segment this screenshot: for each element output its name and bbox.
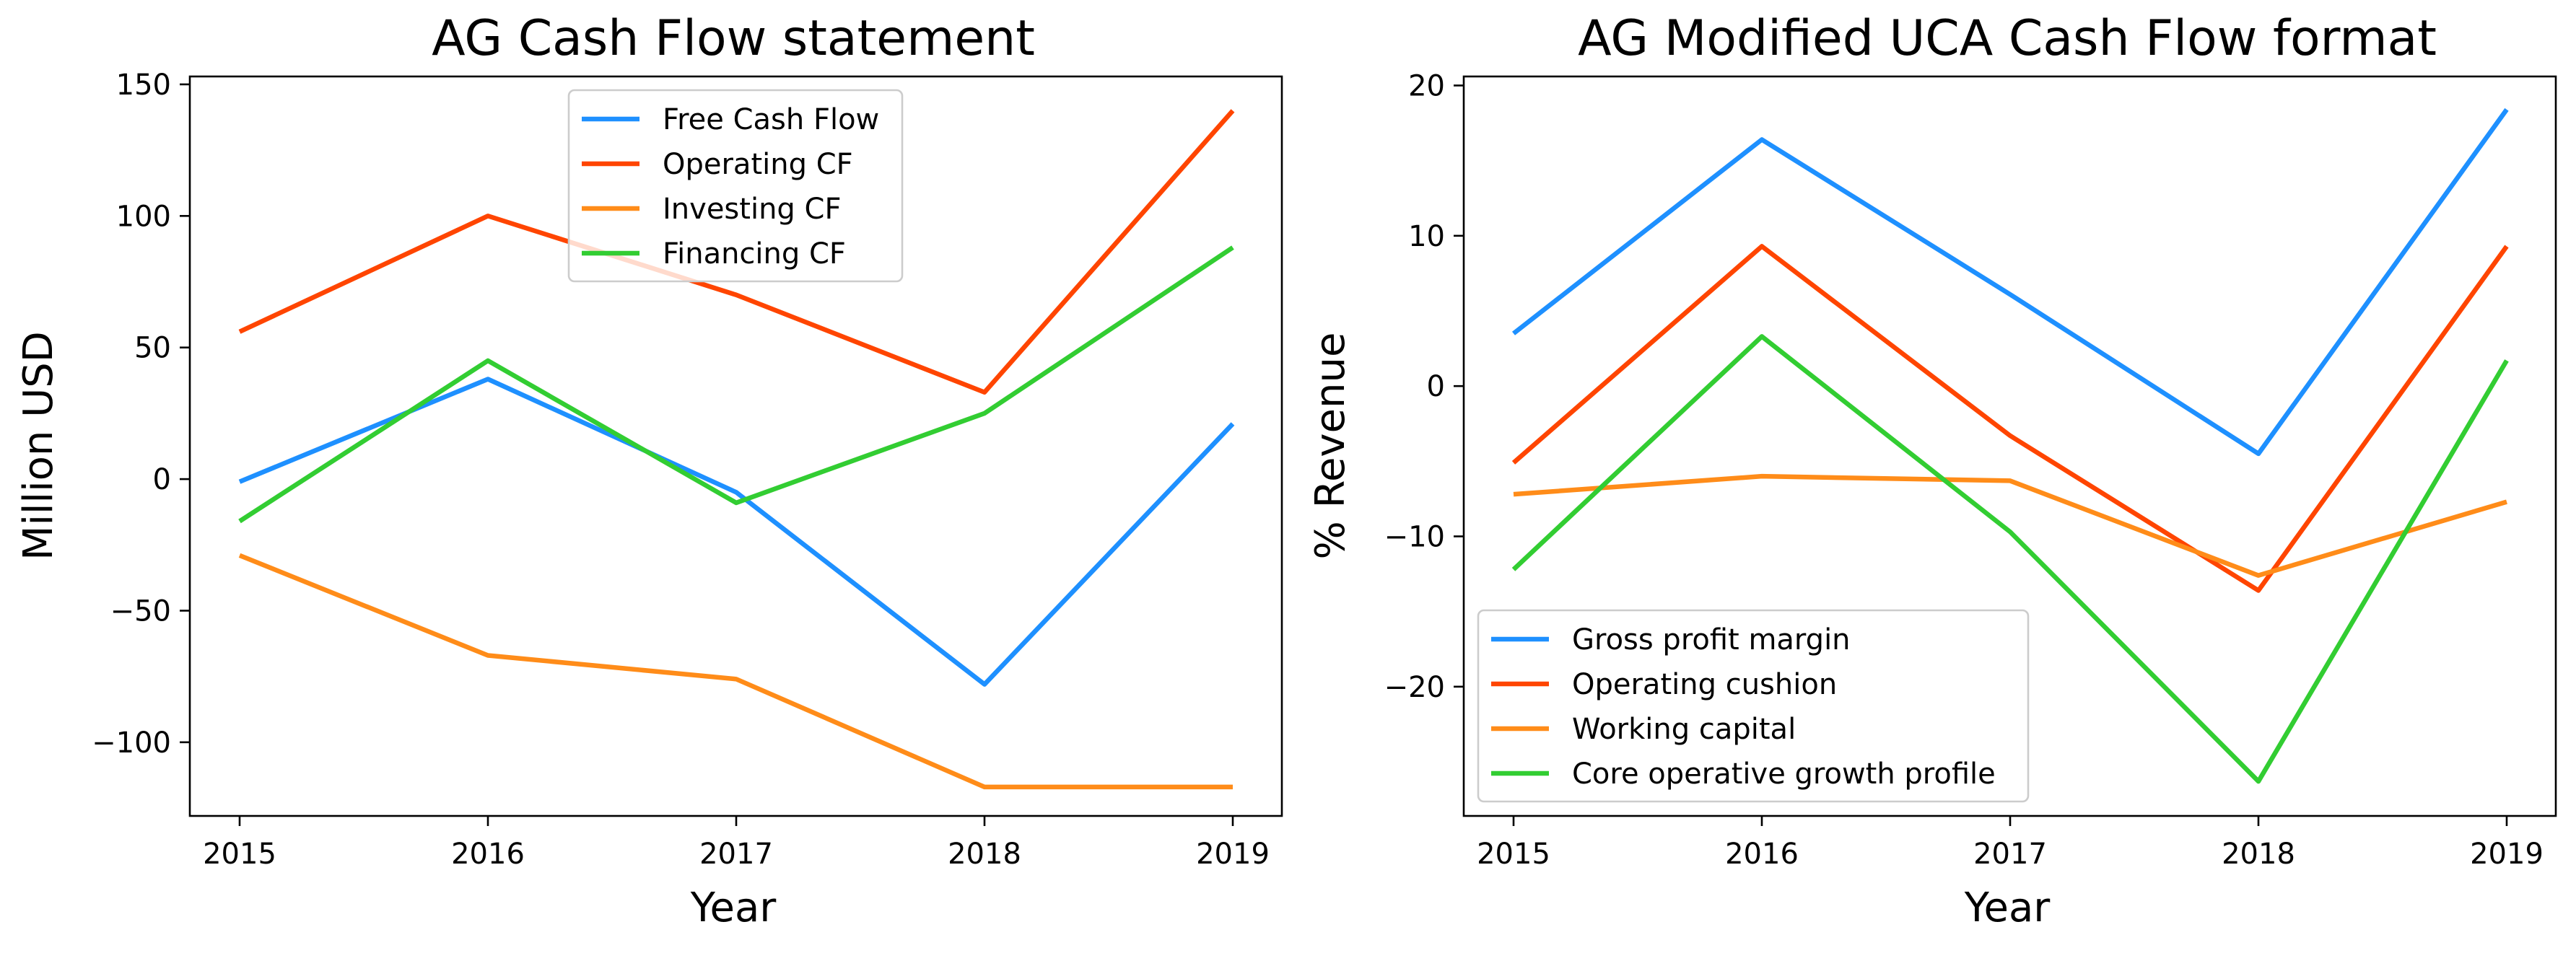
legend-label: Financing CF — [663, 237, 846, 271]
chart-title: AG Cash Flow statement — [432, 10, 1035, 67]
y-tick-label: −10 — [1384, 521, 1445, 554]
x-tick-label: 2016 — [1725, 838, 1799, 871]
y-tick-label: 100 — [116, 200, 171, 233]
legend-label: Operating CF — [663, 148, 853, 181]
uca-cash-flow-chart: AG Modified UCA Cash Flow format −20 −10 0… — [1307, 10, 2557, 931]
x-tick-label: 2019 — [1196, 838, 1270, 871]
series-line-investing-cf — [238, 553, 1233, 790]
legend-box — [1477, 609, 2030, 803]
legend: Gross profit margin Operating cushion Work… — [1477, 609, 2030, 803]
legend: Free Cash Flow Operating CF Investing CF Fi… — [567, 89, 904, 283]
series-line-working-capital — [1513, 473, 2507, 578]
legend-label: Core operative growth profile — [1572, 757, 1996, 791]
x-tick-label: 2017 — [1973, 838, 2047, 871]
x-axis-label: Year — [1964, 884, 2051, 931]
x-axis-label: Year — [690, 884, 777, 931]
y-tick-label: −20 — [1384, 671, 1445, 704]
x-axis: 2015 2016 2017 2018 2019 — [203, 816, 1270, 871]
x-tick-label: 2015 — [1477, 838, 1550, 871]
y-axis: −100 −50 0 50 100 150 — [92, 69, 190, 760]
legend-label: Gross profit margin — [1572, 623, 1851, 656]
y-tick-label: 20 — [1408, 70, 1445, 103]
y-tick-label: −100 — [92, 726, 171, 760]
series-line-financing-cf — [238, 245, 1234, 524]
legend-items: Gross profit margin Operating cushion Work… — [1491, 623, 1996, 791]
x-tick-label: 2015 — [203, 838, 276, 871]
y-axis-label: Million USD — [15, 331, 62, 561]
y-tick-label: 10 — [1408, 220, 1445, 253]
legend-label: Working capital — [1572, 713, 1796, 746]
y-tick-label: −50 — [110, 594, 171, 628]
y-tick-label: 50 — [134, 332, 171, 365]
legend-box — [567, 89, 904, 283]
cash-flow-chart: AG Cash Flow statement −100−50050100150 … — [15, 10, 1283, 931]
legend-items: Free Cash Flow Operating CF Investing CF Fi… — [582, 103, 879, 271]
x-tick-label: 2018 — [2222, 838, 2295, 871]
y-axis-label: % Revenue — [1307, 333, 1354, 560]
x-tick-label: 2018 — [948, 838, 1021, 871]
x-tick-label: 2019 — [2470, 838, 2544, 871]
series-lines — [1511, 107, 2509, 784]
series-line-core-operative-growth-profile — [1511, 334, 2509, 784]
y-axis: −20 −10 0 10 20 — [1384, 70, 1464, 704]
x-axis: 2015 2016 2017 2018 2019 — [1477, 816, 2544, 871]
series-line-operating-cf — [238, 109, 1235, 395]
series-line-gross-profit-margin — [1511, 107, 2509, 457]
chart-title: AG Modified UCA Cash Flow format — [1578, 10, 2437, 67]
series-line-operating-cushion — [1511, 244, 2509, 593]
y-tick-label: 0 — [1427, 370, 1445, 403]
x-tick-label: 2017 — [699, 838, 773, 871]
legend-label: Investing CF — [663, 193, 841, 226]
y-tick-label: 150 — [116, 69, 171, 102]
legend-label: Operating cushion — [1572, 668, 1837, 701]
series-lines — [238, 109, 1235, 790]
y-tick-label: 0 — [153, 463, 171, 496]
legend-label: Free Cash Flow — [663, 103, 879, 136]
x-tick-label: 2016 — [451, 838, 525, 871]
